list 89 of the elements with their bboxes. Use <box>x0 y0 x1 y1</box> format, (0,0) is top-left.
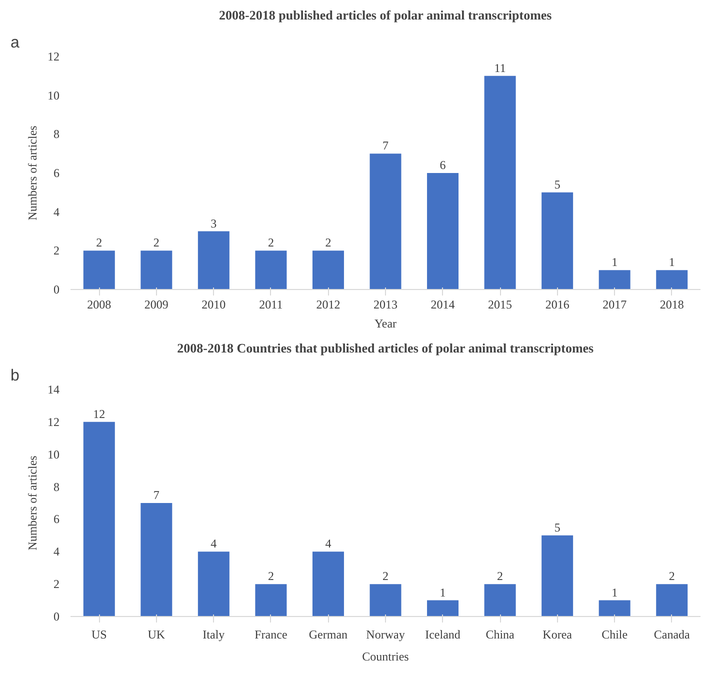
x-axis-title: Countries <box>362 650 410 664</box>
data-label: 5 <box>554 520 560 534</box>
data-label: 1 <box>440 585 446 600</box>
bar <box>255 250 287 290</box>
y-tick-label: 4 <box>54 544 60 559</box>
y-tick-label: 0 <box>54 282 60 296</box>
data-label: 2 <box>325 236 332 250</box>
data-label: 4 <box>210 536 217 551</box>
bar <box>542 535 574 616</box>
bar <box>598 600 630 616</box>
data-label: 2 <box>268 569 274 584</box>
data-label: 12 <box>93 406 106 421</box>
x-tick-label: 2014 <box>430 298 455 312</box>
x-tick-label: 2012 <box>316 298 340 312</box>
x-tick-label: US <box>91 628 107 642</box>
data-label: 2 <box>268 236 274 250</box>
x-tick-label: 2008 <box>87 298 112 312</box>
y-tick-label: 14 <box>48 382 60 396</box>
y-tick-label: 2 <box>54 577 60 592</box>
data-label: 2 <box>382 569 388 584</box>
y-tick-label: 12 <box>48 50 60 64</box>
y-tick-label: 8 <box>54 127 60 142</box>
data-label: 2 <box>153 236 160 250</box>
bar <box>542 192 574 290</box>
x-tick-label: 2010 <box>202 298 226 312</box>
x-tick-label: German <box>308 628 348 642</box>
x-tick-label: UK <box>148 628 166 642</box>
data-label: 1 <box>668 255 675 270</box>
data-label: 6 <box>440 158 446 172</box>
bar <box>312 552 344 616</box>
bar <box>427 173 459 290</box>
x-tick-label: Chile <box>602 628 628 642</box>
bar <box>484 584 516 616</box>
y-tick-label: 0 <box>54 610 60 624</box>
bar <box>370 584 402 616</box>
data-label: 1 <box>612 255 618 270</box>
x-tick-label: Canada <box>654 628 691 642</box>
text: b <box>10 368 20 384</box>
bar <box>198 231 230 290</box>
data-label: 3 <box>210 216 217 230</box>
bar <box>656 584 688 616</box>
x-tick-label: 2016 <box>545 298 570 312</box>
x-tick-label: Italy <box>202 628 225 642</box>
data-label: 5 <box>554 177 560 192</box>
y-axis-title: Numbers of articles <box>26 455 40 550</box>
x-tick-label: China <box>486 628 516 642</box>
data-label: 2 <box>668 569 675 584</box>
data-label: 2 <box>497 569 504 584</box>
x-axis-title: Year <box>374 316 397 330</box>
x-tick-label: 2009 <box>144 298 168 312</box>
x-tick-label: 2018 <box>660 298 684 312</box>
data-label: 11 <box>494 60 506 75</box>
data-label: 4 <box>325 536 332 551</box>
x-tick-label: 2015 <box>488 298 512 312</box>
bar <box>312 250 344 290</box>
y-tick-label: 6 <box>54 166 60 180</box>
y-tick-label: 12 <box>48 414 60 429</box>
bar <box>427 600 459 616</box>
x-tick-label: 2011 <box>259 298 283 312</box>
bar <box>83 250 115 290</box>
bar <box>370 154 402 290</box>
x-tick-label: 2017 <box>602 298 627 312</box>
chart-title: 2008-2018 Countries that published articles of polar animal transcriptomes <box>177 340 594 356</box>
y-tick-label: 8 <box>54 480 60 494</box>
bar <box>598 270 630 290</box>
y-tick-label: 4 <box>54 204 60 219</box>
data-label: 1 <box>612 585 618 600</box>
data-label: 2 <box>96 236 102 250</box>
y-tick-label: 10 <box>48 88 60 102</box>
bar <box>140 250 172 290</box>
y-tick-label: 10 <box>48 447 60 462</box>
x-tick-label: Iceland <box>425 628 460 642</box>
bar <box>83 422 115 616</box>
x-tick-label: France <box>254 628 288 642</box>
bar <box>255 584 287 616</box>
x-tick-label: 2013 <box>374 298 398 312</box>
y-tick-label: 6 <box>54 512 60 526</box>
y-axis-title: Numbers of articles <box>26 125 40 220</box>
y-tick-label: 2 <box>54 244 60 258</box>
x-tick-label: Norway <box>366 628 405 642</box>
bar <box>484 76 516 290</box>
bar <box>140 503 172 616</box>
chart-title: 2008-2018 published articles of polar animal transcriptomes <box>219 8 552 22</box>
data-label: 7 <box>153 488 160 502</box>
data-label: 7 <box>382 138 388 153</box>
x-tick-label: Korea <box>542 628 573 642</box>
bar <box>198 552 230 616</box>
text: a <box>10 34 20 52</box>
bar <box>656 270 688 290</box>
